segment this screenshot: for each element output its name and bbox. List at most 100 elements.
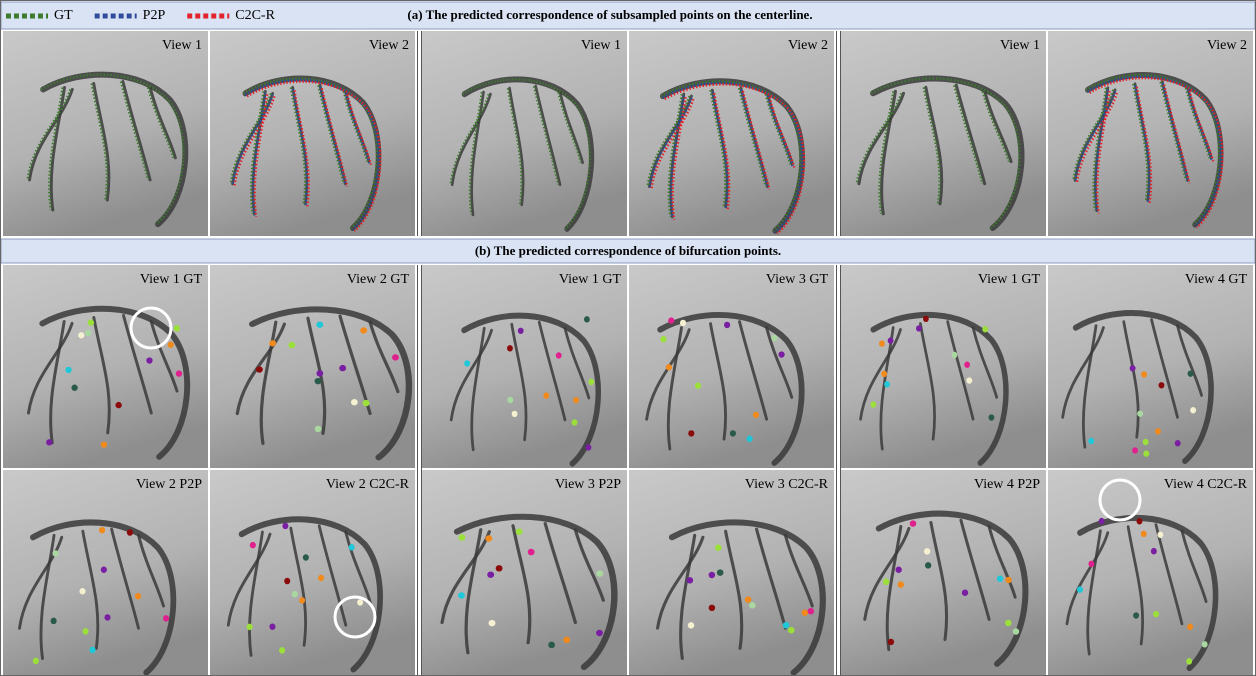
bifurcation-point (135, 593, 141, 599)
image-background (422, 31, 627, 236)
bifurcation-point (99, 527, 105, 533)
bifurcation-point (1099, 518, 1105, 524)
bifurcation-point (924, 548, 930, 554)
bifurcation-point (596, 630, 603, 636)
bifurcation-point (747, 436, 753, 442)
image-background (841, 31, 1046, 236)
bifurcation-point (496, 565, 503, 571)
bifurcation-point (339, 365, 346, 371)
panel-label: View 2 P2P (136, 477, 202, 492)
bifurcation-point (163, 615, 169, 621)
bifurcation-point (1005, 620, 1011, 626)
bifurcation-point (1088, 438, 1094, 444)
bifurcation-point (360, 327, 367, 333)
bifurcation-point (783, 622, 790, 628)
bifurcation-point (316, 370, 323, 376)
bifurcation-point (292, 591, 298, 597)
divider (837, 31, 840, 236)
bifurcation-point (316, 321, 323, 327)
bifurcation-point (88, 319, 94, 325)
panel-label: View 2 C2C-R (326, 477, 410, 492)
bifurcation-point (910, 520, 916, 526)
bifurcation-point (269, 340, 276, 346)
bifurcation-point (745, 596, 752, 602)
bifurcation-point (1186, 658, 1192, 664)
bifurcation-point (363, 400, 370, 406)
image-panel: View 1 (841, 31, 1046, 236)
bifurcation-point (1141, 531, 1147, 537)
divider (418, 31, 421, 236)
bifurcation-point (688, 430, 694, 436)
bifurcation-point (585, 444, 591, 450)
bifurcation-point (104, 614, 110, 620)
bifurcation-point (315, 426, 322, 432)
image-background (1048, 31, 1253, 236)
bifurcation-point (82, 628, 88, 634)
bifurcation-point (788, 627, 795, 633)
bifurcation-point (318, 575, 324, 581)
bifurcation-point (1133, 612, 1139, 618)
image-panel: View 2 (1048, 31, 1253, 236)
bifurcation-point (46, 439, 52, 445)
bifurcation-point (778, 351, 784, 357)
bifurcation-point (288, 342, 295, 348)
panel-label: View 3 P2P (555, 477, 621, 492)
image-background (841, 265, 1046, 468)
bifurcation-point (1175, 440, 1181, 446)
panel-label: View 1 (162, 38, 202, 53)
bifurcation-point (668, 317, 674, 323)
bifurcation-point (997, 576, 1003, 582)
bifurcation-point (1153, 611, 1159, 617)
bifurcation-point (879, 340, 885, 346)
bifurcation-point (1202, 641, 1208, 647)
bifurcation-point (485, 535, 492, 541)
bifurcation-point (687, 577, 694, 583)
panel-label: View 1 GT (978, 272, 1041, 287)
bifurcation-point (458, 534, 465, 540)
bifurcation-point (888, 337, 894, 343)
image-background (629, 470, 834, 676)
image-panel: View 3 P2P (422, 470, 627, 676)
image-panel: View 2 GT (210, 265, 415, 468)
image-background (210, 265, 415, 468)
bifurcation-point (1188, 370, 1194, 376)
panel-label: View 3 C2C-R (745, 477, 829, 492)
panel-label: View 2 (788, 38, 828, 53)
bifurcation-point (563, 637, 570, 643)
bifurcation-point (870, 401, 876, 407)
bifurcation-point (518, 328, 524, 334)
bifurcation-point (695, 383, 701, 389)
bifurcation-point (392, 354, 399, 360)
bifurcation-point (71, 385, 77, 391)
bifurcation-point (709, 572, 716, 578)
bifurcation-point (51, 618, 57, 624)
bifurcation-point (101, 441, 107, 447)
bifurcation-point (923, 316, 929, 322)
bifurcation-point (966, 377, 972, 383)
bifurcation-point (101, 567, 107, 573)
bifurcation-point (1155, 428, 1161, 434)
bifurcation-point (895, 567, 901, 573)
bifurcation-point (543, 392, 549, 398)
bifurcation-point (1130, 365, 1136, 371)
panel-label: View 2 GT (347, 272, 410, 287)
legend-label: P2P (143, 8, 166, 23)
bifurcation-point (724, 322, 730, 328)
bifurcation-point (715, 544, 722, 550)
bifurcation-point (65, 367, 71, 373)
bifurcation-point (688, 622, 695, 628)
image-panel: View 2 (210, 31, 415, 236)
image-panel: View 3 C2C-R (629, 470, 834, 676)
bifurcation-point (989, 414, 995, 420)
bifurcation-point (1141, 371, 1147, 377)
bifurcation-point (556, 352, 562, 358)
bifurcation-point (884, 381, 890, 387)
bifurcation-point (315, 378, 322, 384)
bifurcation-point (1151, 548, 1157, 554)
bifurcation-point (1157, 532, 1163, 538)
bifurcation-point (771, 335, 777, 341)
bifurcation-point (982, 326, 988, 332)
panel-label: View 4 GT (1185, 272, 1248, 287)
bifurcation-point (1005, 577, 1011, 583)
bifurcation-point (282, 523, 288, 529)
